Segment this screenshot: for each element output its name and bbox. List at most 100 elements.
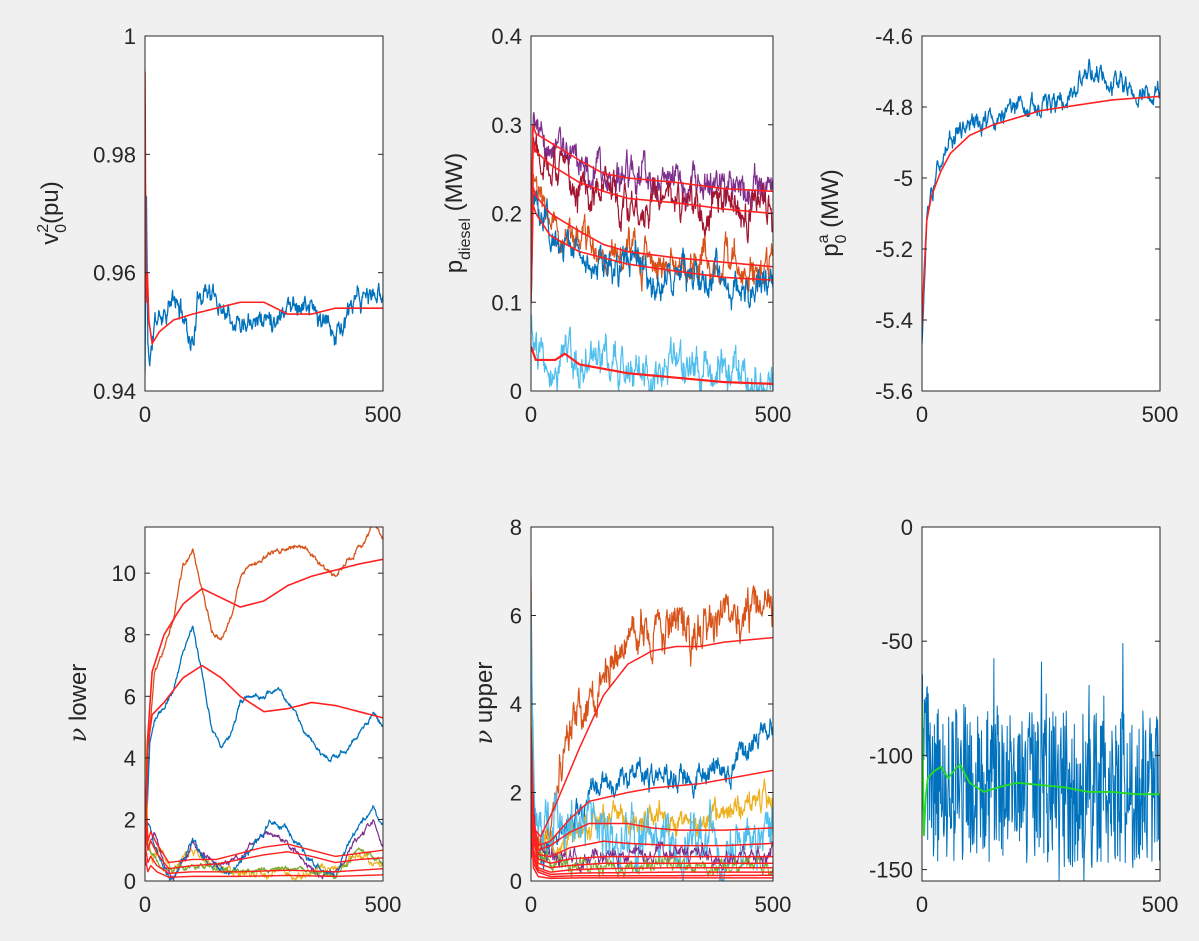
panel-3: -5.6-5.4-5.2-5-4.8-4.60 500 pa0 (MW) — [815, 24, 1178, 427]
panel-2-ytick-label: 0.1 — [491, 290, 522, 315]
panel-2-ylabel-base: p — [441, 260, 468, 273]
panel-4-series-avg-1 — [145, 558, 383, 866]
panel-6-series-raw — [922, 642, 1160, 881]
panel-4-xtick-label: 500 — [365, 892, 402, 917]
panel-3-ytick-label: -5 — [893, 166, 913, 191]
panel-5-series-avg-2 — [531, 726, 773, 847]
panel-2-ytick-label: 0.2 — [491, 202, 522, 227]
panel-3-ytick-label: -5.6 — [875, 379, 913, 404]
panel-6-ytick-label: -100 — [869, 743, 913, 768]
panel-3-series-average — [922, 95, 1160, 328]
panel-5-series-upper-1 — [531, 576, 773, 856]
panel-3-ylabel-rest: (MW) — [817, 169, 844, 234]
panel-1-axes — [144, 35, 384, 392]
panel-1-ylabel-rest: (pu) — [37, 181, 64, 224]
panel-1-ylabel-sup: 2 — [35, 224, 52, 233]
panel-1-ticks: 0.94 0.96 0.98 1 0 500 — [93, 24, 401, 427]
panel-2-ytick-label: 0.3 — [491, 113, 522, 138]
panel-5-ylabel: ν upper — [470, 662, 498, 745]
panel-5-series-avg-3 — [531, 748, 773, 851]
panel-4: 0 2 4 6 8 10 0 500 ν lower — [64, 526, 402, 917]
panel-3-series-measured — [922, 58, 1160, 345]
panel-1-xtick-label: 0 — [139, 402, 151, 427]
panel-2-ytick-label: 0.4 — [491, 24, 522, 49]
panel-5-ytick-label: 2 — [510, 781, 522, 806]
panel-5-series-avg-1 — [531, 636, 773, 859]
panel-3-ylabel-sub: 0 — [833, 234, 850, 243]
panel-3-ylabel: pa0 (MW) — [815, 169, 850, 256]
panel-3-axes — [921, 35, 1161, 392]
panel-5-frame — [530, 526, 774, 882]
panel-4-ytick-label: 4 — [124, 746, 136, 771]
panel-2-series-diesel-4 — [531, 190, 773, 311]
panel-3-ylabel-base: p — [817, 243, 844, 256]
panel-5-ytick-label: 8 — [510, 515, 522, 540]
panel-4-ylabel: ν lower — [64, 664, 92, 743]
panel-4-series-lower-3 — [145, 725, 383, 881]
panel-4-series-lower-6 — [145, 835, 383, 880]
panel-2-ylabel-rest: (MW) — [441, 153, 468, 218]
panel-2-frame — [530, 35, 774, 392]
panel-4-series — [145, 527, 383, 881]
panel-1-ylabel-sub: 0 — [53, 224, 70, 233]
panel-1-ylabel-base: v — [37, 233, 64, 245]
panel-2-series — [531, 111, 773, 391]
panel-3-series — [922, 58, 1160, 345]
panel-5-xtick-label: 0 — [525, 892, 537, 917]
panel-5-series-avg-6 — [531, 770, 773, 869]
panel-3-ytick-label: -4.8 — [875, 95, 913, 120]
panel-4-ticks: 0 2 4 6 8 10 0 500 — [112, 526, 402, 917]
panel-4-series-avg-6 — [145, 856, 383, 879]
panel-4-series-avg-4 — [145, 819, 383, 870]
panel-2-series-avg-3 — [531, 186, 773, 294]
panel-5-series-avg-5 — [531, 757, 773, 865]
panel-5-series-avg-10 — [531, 814, 773, 880]
panel-6-series-average — [922, 702, 1160, 837]
panel-4-xtick-label: 0 — [139, 892, 151, 917]
panel-5-ylabel-rest: upper — [471, 662, 498, 730]
panel-5-series-avg-7 — [531, 783, 773, 873]
panel-3-xtick-label: 500 — [1142, 402, 1179, 427]
panel-2-series-diesel-1 — [531, 111, 773, 269]
panel-3-ticks: -5.6 -5.4 -5.2 -5 -4.8 -4.6 0 500 — [875, 24, 1178, 427]
panel-3-ylabel-sup: a — [815, 234, 832, 243]
panel-4-frame — [144, 526, 384, 882]
panel-4-series-avg-5 — [145, 843, 383, 874]
panel-3-ytick-label: -4.6 — [875, 24, 913, 49]
panel-5-ticks: 0 2 4 6 8 0 500 — [510, 515, 792, 917]
panel-1-series-measured — [145, 195, 383, 373]
panel-1-ytick-label: 0.98 — [93, 142, 136, 167]
panel-5-xtick-label: 500 — [755, 892, 792, 917]
panel-5-series-avg-4 — [531, 734, 773, 858]
panel-6-xtick-label: 500 — [1142, 892, 1179, 917]
panel-2-ytick-label: 0 — [510, 379, 522, 404]
panel-3-ytick-label: -5.2 — [875, 237, 913, 262]
panel-5-ytick-label: 6 — [510, 604, 522, 629]
panel-2-ylabel-sub: diesel — [457, 218, 474, 260]
panel-4-series-avg-2 — [145, 664, 383, 866]
panel-4-axes — [144, 526, 384, 882]
panel-4-ytick-label: 2 — [124, 807, 136, 832]
panel-4-ytick-label: 0 — [124, 869, 136, 894]
panel-1-xtick-label: 500 — [365, 402, 402, 427]
panel-5: 0 2 4 6 8 0 500 ν upper — [470, 515, 791, 917]
panel-2-series-avg-2 — [531, 141, 773, 285]
panel-6-xtick-label: 0 — [916, 892, 928, 917]
panel-4-series-avg-3 — [145, 788, 383, 864]
panel-2-xtick-label: 0 — [525, 402, 537, 427]
panel-1-ytick-label: 0.94 — [93, 379, 136, 404]
panel-6-frame — [921, 526, 1161, 882]
panel-2-series-diesel-3 — [531, 173, 773, 307]
panel-5-ytick-label: 4 — [510, 692, 522, 717]
panel-2-ylabel: pdiesel (MW) — [441, 153, 474, 273]
panel-2: 0 0.1 0.2 0.3 0.4 0 500 pdiesel (MW) — [441, 24, 791, 427]
panel-5-ytick-label: 0 — [510, 869, 522, 894]
panel-1-ytick-label: 1 — [124, 24, 136, 49]
panel-1-frame — [144, 35, 384, 392]
panel-5-series-upper-3 — [531, 664, 773, 867]
panel-6-ytick-label: 0 — [901, 515, 913, 540]
panel-1-ylabel: v20(pu) — [35, 181, 70, 245]
panel-6-ytick-label: -50 — [881, 629, 913, 654]
